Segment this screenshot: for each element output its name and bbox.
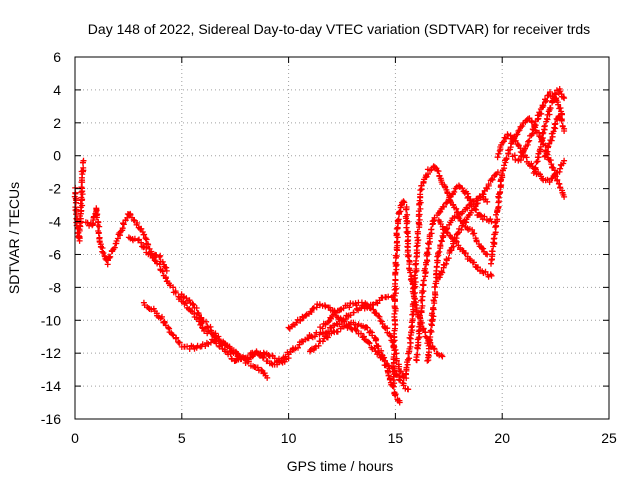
- x-tick-label: 20: [494, 430, 510, 446]
- y-tick-label: -12: [41, 345, 61, 361]
- y-tick-label: -6: [49, 246, 62, 262]
- series-arc15: [488, 115, 568, 267]
- y-tick-label: -8: [49, 279, 62, 295]
- y-tick-label: -10: [41, 312, 61, 328]
- x-tick-label: 10: [281, 430, 297, 446]
- data-point-marks: [402, 163, 491, 382]
- data-point-marks: [530, 86, 568, 176]
- y-tick-label: -2: [49, 181, 62, 197]
- y-tick-label: 2: [53, 115, 61, 131]
- data-point-marks: [71, 157, 87, 244]
- series-arc9: [389, 198, 446, 390]
- series-arc12: [424, 193, 491, 364]
- y-tick-label: -16: [41, 411, 61, 427]
- y-tick-label: 0: [53, 148, 61, 164]
- series-arc14: [434, 169, 501, 282]
- data-point-marks: [488, 115, 568, 267]
- grid-layer: [75, 57, 609, 419]
- series-arc1: [71, 157, 87, 244]
- x-tick-label: 5: [178, 430, 186, 446]
- y-tick-label: 4: [53, 82, 61, 98]
- data-point-marks: [424, 193, 491, 364]
- data-point-marks: [434, 169, 501, 282]
- series-arc10: [402, 163, 491, 382]
- data-point-marks: [541, 112, 568, 160]
- series-arc6: [285, 301, 412, 393]
- series-arc16: [494, 131, 568, 186]
- y-tick-label: 6: [53, 49, 61, 65]
- marks-layer: [71, 86, 568, 406]
- x-tick-label: 25: [601, 430, 617, 446]
- series-arc19: [541, 112, 568, 160]
- y-tick-label: -4: [49, 214, 62, 230]
- x-tick-label: 15: [388, 430, 404, 446]
- data-point-marks: [285, 301, 412, 393]
- y-axis-label: SDTVAR / TECUs: [6, 182, 22, 294]
- x-tick-label: 0: [71, 430, 79, 446]
- plot-frame: [74, 56, 610, 420]
- chart-title: Day 148 of 2022, Sidereal Day-to-day VTE…: [88, 21, 590, 37]
- y-tick-label: -14: [41, 378, 61, 394]
- x-axis-label: GPS time / hours: [287, 458, 394, 474]
- series-arc18: [530, 86, 568, 176]
- data-point-marks: [494, 131, 568, 186]
- data-point-marks: [389, 198, 446, 390]
